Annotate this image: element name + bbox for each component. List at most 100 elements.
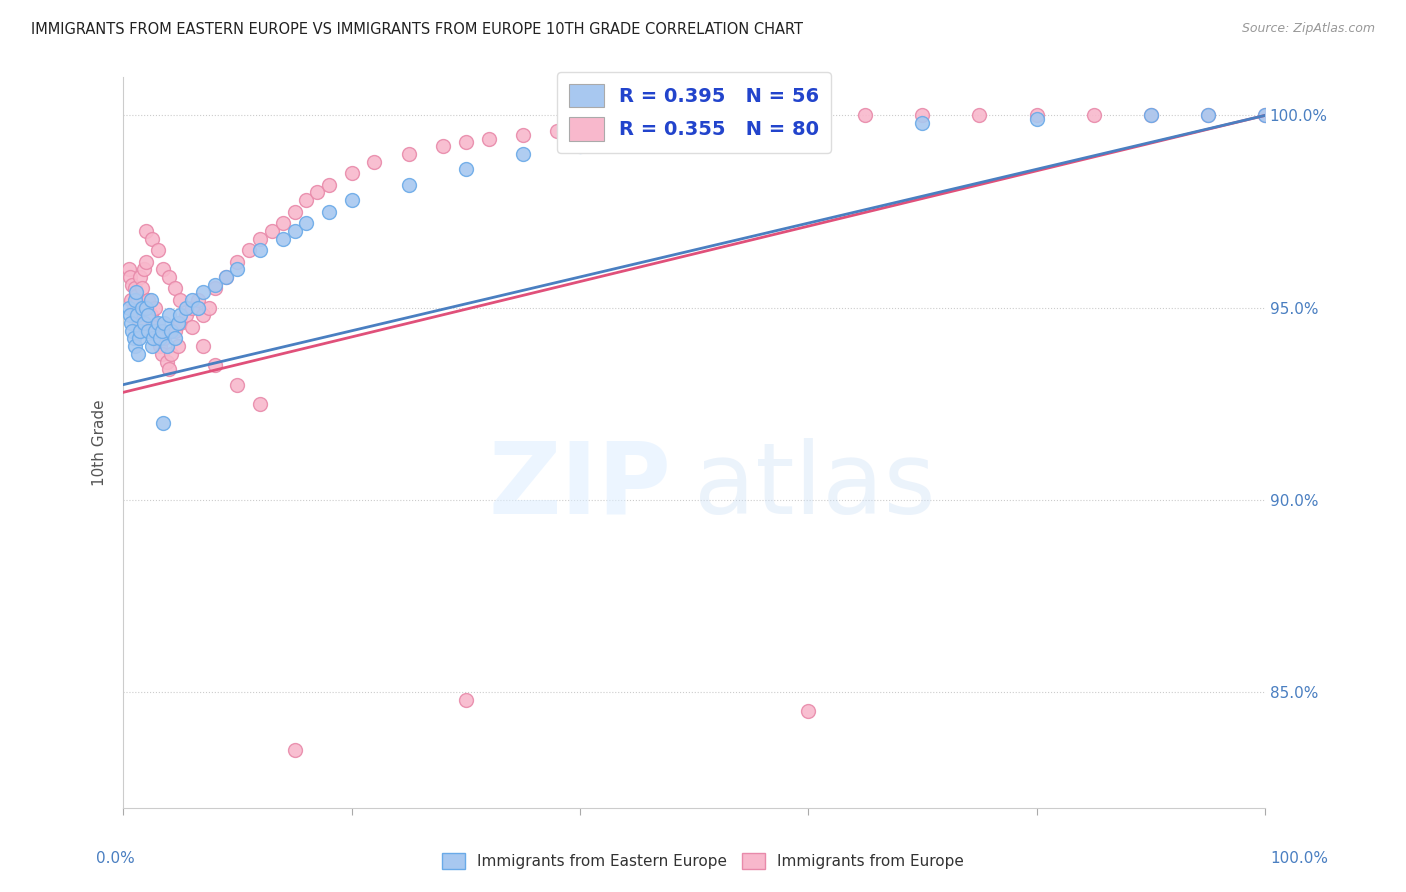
Point: [1025, 112, 1047, 127]
Point: [363, 154, 385, 169]
Point: [169, 309, 191, 323]
Point: [125, 285, 148, 300]
Point: [174, 309, 197, 323]
Point: [139, 293, 162, 307]
Point: [546, 124, 568, 138]
Point: [160, 324, 183, 338]
Point: [132, 262, 155, 277]
Point: [283, 224, 305, 238]
Point: [512, 147, 534, 161]
Point: [124, 339, 146, 353]
Point: [180, 301, 202, 315]
Point: [153, 331, 176, 345]
Point: [318, 204, 340, 219]
Point: [1139, 108, 1161, 122]
Point: [138, 324, 160, 338]
Point: [163, 331, 186, 345]
Point: [238, 243, 260, 257]
Point: [127, 347, 149, 361]
Point: [683, 116, 706, 130]
Point: [340, 193, 363, 207]
Point: [139, 309, 162, 323]
Point: [432, 139, 454, 153]
Point: [149, 331, 172, 345]
Point: [128, 331, 150, 345]
Point: [124, 281, 146, 295]
Point: [149, 339, 172, 353]
Point: [143, 301, 166, 315]
Point: [215, 269, 238, 284]
Point: [249, 243, 271, 257]
Point: [249, 231, 271, 245]
Point: [129, 324, 152, 338]
Point: [143, 324, 166, 338]
Point: [169, 316, 191, 330]
Text: atlas: atlas: [695, 438, 936, 534]
Point: [131, 281, 153, 295]
Point: [398, 147, 420, 161]
Point: [131, 301, 153, 315]
Point: [157, 362, 180, 376]
Point: [283, 204, 305, 219]
Point: [626, 116, 648, 130]
Point: [122, 301, 145, 315]
Point: [169, 293, 191, 307]
Point: [226, 262, 249, 277]
Point: [797, 112, 820, 127]
Point: [157, 269, 180, 284]
Point: [226, 377, 249, 392]
Point: [146, 316, 169, 330]
Point: [215, 269, 238, 284]
Point: [124, 293, 146, 307]
Point: [142, 320, 165, 334]
Point: [125, 309, 148, 323]
Point: [260, 224, 283, 238]
Point: [1254, 108, 1277, 122]
Point: [122, 331, 145, 345]
Point: [157, 309, 180, 323]
Point: [146, 331, 169, 345]
Point: [125, 309, 148, 323]
Point: [318, 178, 340, 192]
Point: [120, 293, 142, 307]
Point: [398, 178, 420, 192]
Point: [271, 231, 294, 245]
Point: [1139, 108, 1161, 122]
Point: [193, 285, 215, 300]
Point: [911, 108, 934, 122]
Point: [156, 354, 179, 368]
Point: [186, 293, 208, 307]
Point: [153, 316, 176, 330]
Point: [132, 316, 155, 330]
Point: [163, 324, 186, 338]
Point: [1197, 108, 1219, 122]
Point: [146, 243, 169, 257]
Point: [454, 162, 477, 177]
Point: [797, 705, 820, 719]
Point: [512, 128, 534, 142]
Point: [150, 324, 173, 338]
Point: [193, 309, 215, 323]
Point: [125, 289, 148, 303]
Point: [180, 320, 202, 334]
Point: [295, 193, 318, 207]
Point: [1083, 108, 1105, 122]
Point: [340, 166, 363, 180]
Point: [204, 281, 226, 295]
Point: [129, 269, 152, 284]
Point: [167, 316, 190, 330]
Point: [969, 108, 991, 122]
Point: [160, 347, 183, 361]
Point: [135, 224, 157, 238]
Point: [167, 339, 190, 353]
Point: [1025, 108, 1047, 122]
Point: [180, 293, 202, 307]
Point: [152, 262, 174, 277]
Point: [307, 186, 329, 200]
Text: ZIP: ZIP: [488, 438, 671, 534]
Point: [1254, 108, 1277, 122]
Point: [141, 339, 163, 353]
Point: [121, 277, 143, 292]
Point: [118, 301, 141, 315]
Text: 100.0%: 100.0%: [1271, 851, 1329, 865]
